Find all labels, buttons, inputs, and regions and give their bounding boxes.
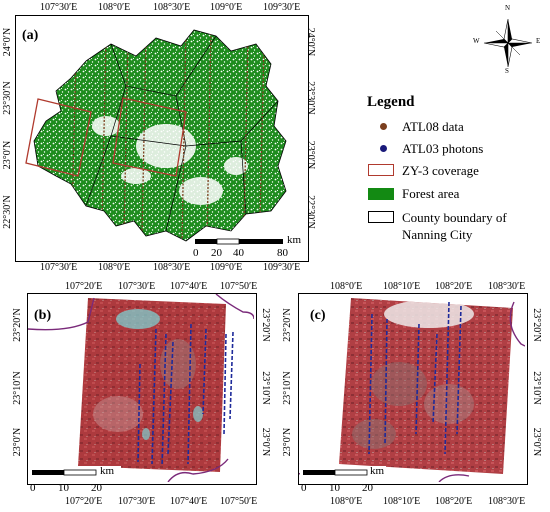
legend-item-atl08: ATL08 data [402,119,464,134]
panel-a-right-tick: 23°30′N [305,81,316,115]
panel-a-left-tick: 23°0′N [2,140,13,170]
panel-c-left-tick: 23°20′N [282,308,293,342]
panel-b-boundary [28,294,254,482]
panel-c-scale-label: 10 [329,482,340,494]
atl03-legend-icon [380,145,387,152]
panel-a-scale-unit: km [287,234,302,246]
legend-item-county: County boundary of [402,210,507,225]
panel-c-right-tick: 23°0′N [531,427,542,457]
zy3-coverage [25,97,187,177]
panel-b-scale-bar [32,469,97,476]
panel-b-top-tick: 107°40′E [170,281,208,292]
panel-a-scale-label: 20 [211,247,222,259]
panel-c-scale-unit: km [370,465,385,477]
panel-b-scale-label: 10 [58,482,69,494]
panel-a-scale-bar [195,238,283,245]
panel-a-left-tick: 23°30′N [2,81,13,115]
panel-a-top-tick: 109°0′E [210,2,243,13]
panel-a-top-tick: 108°0′E [98,2,131,13]
panel-b-top-tick: 107°50′E [220,281,258,292]
panel-b-image [28,294,254,482]
panel-a-scale-label: 0 [193,247,199,259]
panel-b-atl03-tracks [137,323,234,467]
panel-a-right-tick: 22°30′N [305,195,316,229]
panel-a-right-tick: 24°0′N [305,27,316,57]
panel-b-left-tick: 23°20′N [12,308,23,342]
north-arrow-icon [483,18,533,68]
panel-a-scale-label: 80 [277,247,288,259]
panel-c-scale-bar [303,469,368,476]
county-boundaries [85,35,279,232]
zy3-legend-icon [368,164,394,176]
panel-a-map [25,29,287,242]
panel-c-left-tick: 23°10′N [282,371,293,405]
legend-item-forest: Forest area [402,186,460,201]
panel-b-left-tick: 23°10′N [12,371,23,405]
panel-a-left-tick: 24°0′N [2,27,13,57]
panel-b-top-tick: 107°30′E [118,281,156,292]
panel-c-left-tick: 23°0′N [282,427,293,457]
panel-c-top-tick: 108°30′E [488,281,526,292]
panel-c-bottom-tick: 108°10′E [383,496,421,507]
panel-b-right-tick: 23°10′N [260,371,271,405]
compass-e: E [536,37,541,45]
legend-title: Legend [367,94,415,110]
panel-b-bottom-tick: 107°40′E [170,496,208,507]
panel-b-left-tick: 23°0′N [12,427,23,457]
legend-item-atl03: ATL03 photons [402,141,484,156]
panel-a-left-tick: 22°30′N [2,195,13,229]
panel-a-bottom-tick: 109°30′E [263,262,301,273]
legend-item-county-line2: Nanning City [402,227,473,242]
panel-b-scale-unit: km [100,465,115,477]
panel-b-right-tick: 23°0′N [260,427,271,457]
panel-a-top-tick: 109°30′E [263,2,301,13]
panel-a-bottom-tick: 108°30′E [153,262,191,273]
panel-a-top-tick: 108°30′E [153,2,191,13]
forest-legend-icon [368,188,394,200]
panel-c-right-tick: 23°10′N [531,371,542,405]
panel-c-top-tick: 108°10′E [383,281,421,292]
panel-c-image [299,298,525,482]
panel-a-label: (a) [22,28,39,43]
panel-c-top-tick: 108°0′E [330,281,363,292]
compass-w: W [473,37,480,45]
panel-b-top-tick: 107°20′E [65,281,103,292]
panel-b-label: (b) [34,308,52,323]
panel-c-bottom-tick: 108°30′E [488,496,526,507]
panel-c-bottom-tick: 108°20′E [435,496,473,507]
panel-a-top-tick: 107°30′E [40,2,78,13]
panel-a-right-tick: 23°0′N [305,140,316,170]
county-boundary-legend-icon [368,211,394,223]
panel-b-scale-label: 0 [30,482,36,494]
panel-a-scale-label: 40 [233,247,244,259]
panel-c-top-tick: 108°20′E [435,281,473,292]
panel-b-bottom-tick: 107°30′E [118,496,156,507]
panel-a-bottom-tick: 108°0′E [98,262,131,273]
panel-c-scale-label: 20 [362,482,373,494]
panel-c-atl03-tracks [368,301,462,455]
panel-b-scale-label: 20 [91,482,102,494]
panel-c-right-tick: 23°20′N [531,308,542,342]
panel-a-bottom-tick: 107°30′E [40,262,78,273]
panel-c-scale-label: 0 [301,482,307,494]
atl08-legend-icon [380,123,387,130]
panel-c-bottom-tick: 108°0′E [330,496,363,507]
legend-item-zy3: ZY-3 coverage [402,163,479,178]
compass-s: S [505,67,509,75]
panel-b-bottom-tick: 107°20′E [65,496,103,507]
panel-b-bottom-tick: 107°50′E [220,496,258,507]
panel-c-label: (c) [310,308,326,323]
compass-n: N [505,4,511,12]
panel-a-bottom-tick: 109°0′E [210,262,243,273]
panel-b-right-tick: 23°20′N [260,308,271,342]
